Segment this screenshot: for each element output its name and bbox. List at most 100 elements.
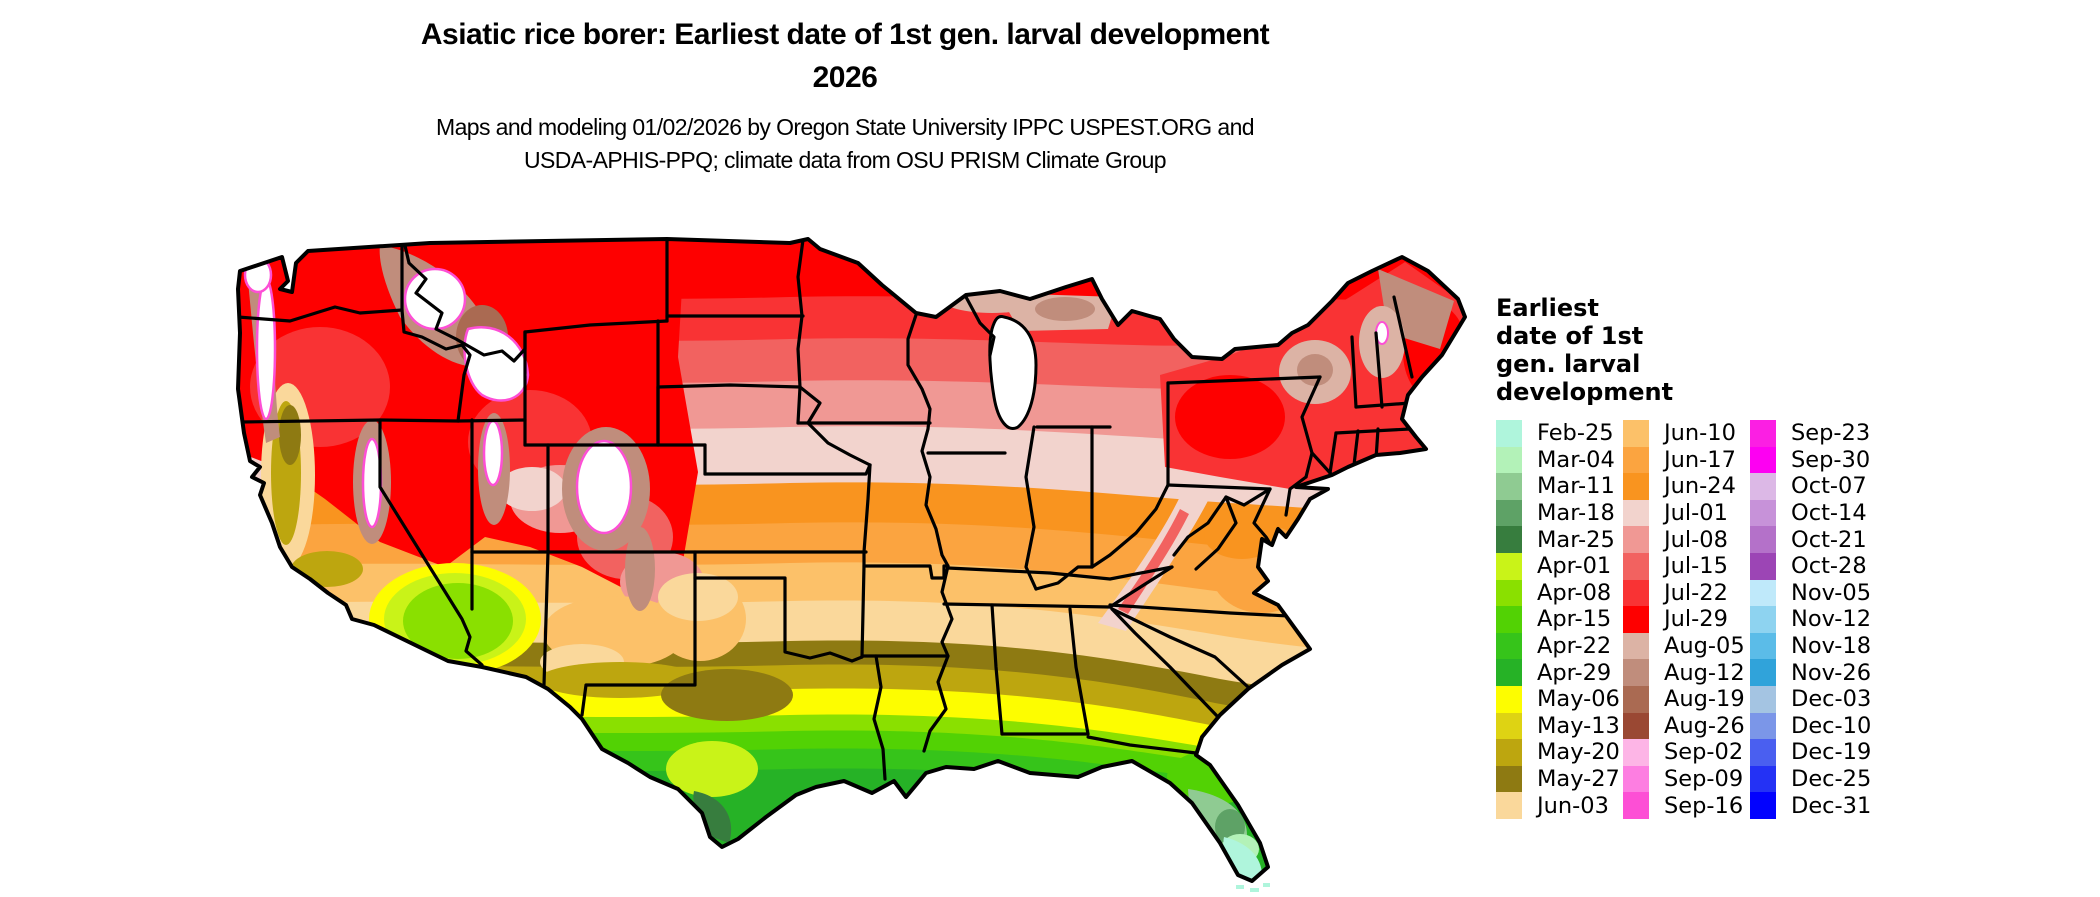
- legend-swatch: [1623, 526, 1649, 553]
- legend-row: Sep-23: [1750, 420, 1871, 447]
- legend-swatch: [1496, 659, 1522, 686]
- legend-row: Apr-22: [1496, 632, 1620, 660]
- legend-row: Jun-24: [1623, 473, 1745, 500]
- legend-swatch: [1750, 712, 1776, 740]
- band-apr29: [238, 768, 1465, 881]
- legend-row: Sep-30: [1750, 446, 1871, 474]
- legend-swatch: [1750, 659, 1776, 686]
- legend-row: Oct-07: [1750, 473, 1871, 500]
- legend-row: Dec-31: [1750, 792, 1871, 819]
- legend-row: May-06: [1496, 685, 1620, 713]
- legend-label: Apr-29: [1537, 659, 1612, 686]
- legend-label: Jul-01: [1664, 500, 1728, 527]
- legend-row: Aug-05: [1623, 632, 1745, 660]
- map-raster-layers: [238, 239, 1465, 881]
- florida-south-mint: [1223, 837, 1262, 881]
- legend-swatch: [1623, 712, 1649, 740]
- legend-row: Jul-01: [1623, 499, 1745, 527]
- legend-label: Mar-18: [1537, 500, 1615, 527]
- map-svg: [236, 237, 1467, 892]
- state-borders: [238, 239, 1414, 781]
- legend-swatch: [1623, 579, 1649, 607]
- legend-swatch: [1496, 446, 1522, 474]
- legend-row: Jul-08: [1623, 526, 1745, 553]
- legend-row: Apr-08: [1496, 579, 1620, 607]
- legend-label: Jun-17: [1664, 446, 1736, 473]
- legend-swatch: [1623, 685, 1649, 713]
- legend-swatch: [1750, 606, 1776, 633]
- legend-row: Feb-25: [1496, 420, 1620, 447]
- legend-swatch: [1623, 499, 1649, 527]
- legend-swatch: [1750, 420, 1776, 447]
- legend-label: Oct-21: [1791, 526, 1867, 553]
- legend-row: Sep-09: [1623, 765, 1745, 793]
- legend-title-line: gen. larval: [1496, 350, 1641, 378]
- subtitle-line-1: Maps and modeling 01/02/2026 by Oregon S…: [436, 114, 1255, 140]
- legend-row: Apr-15: [1496, 606, 1620, 633]
- sierra-snow-white: [361, 437, 383, 529]
- lake-michigan: [988, 315, 1038, 430]
- legend-swatch: [1750, 446, 1776, 474]
- legend-swatch: [1623, 632, 1649, 660]
- legend-row: Jul-15: [1623, 552, 1745, 580]
- legend-label: Feb-25: [1537, 420, 1614, 447]
- legend-label: Jul-22: [1664, 579, 1728, 606]
- legend-label: Nov-18: [1791, 633, 1872, 660]
- map-title: Asiatic rice borer: Earliest date of 1st…: [420, 18, 1270, 51]
- legend-swatch: [1623, 739, 1649, 766]
- legend-swatch: [1750, 739, 1776, 766]
- legend-label: Apr-08: [1537, 579, 1612, 606]
- legend-row: Oct-28: [1750, 552, 1871, 580]
- us-choropleth-map: [230, 237, 1470, 892]
- legend-row: May-13: [1496, 712, 1620, 740]
- legend-label: Jun-10: [1664, 420, 1736, 447]
- legend-row: Nov-12: [1750, 606, 1871, 633]
- map-title-year: 2026: [812, 61, 878, 94]
- legend-label: Apr-22: [1537, 633, 1612, 660]
- legend-row: Dec-10: [1750, 712, 1871, 740]
- legend-row: Apr-01: [1496, 552, 1620, 580]
- legend-swatch: [1496, 526, 1522, 553]
- bitterroot-snow-white: [403, 267, 467, 331]
- legend-label: Aug-12: [1664, 659, 1745, 686]
- legend-label: Aug-26: [1664, 712, 1745, 739]
- legend-swatch: [1496, 765, 1522, 793]
- legend-row: Mar-18: [1496, 499, 1620, 527]
- legend-swatch: [1750, 552, 1776, 580]
- ny-red-patch: [1175, 375, 1285, 459]
- legend-label: May-20: [1537, 739, 1620, 766]
- legend-label: Jun-03: [1537, 792, 1609, 819]
- upper-michigan-dark: [1035, 297, 1095, 321]
- legend-label: Jun-24: [1664, 473, 1736, 500]
- legend-swatch: [1750, 792, 1776, 819]
- us-outline: [236, 237, 1467, 883]
- legend-swatch: [1496, 499, 1522, 527]
- legend-label: Sep-16: [1664, 792, 1744, 819]
- legend-label: Apr-01: [1537, 553, 1612, 580]
- legend-row: Mar-25: [1496, 526, 1620, 553]
- s-texas-darkgreen-tip: [693, 791, 732, 843]
- legend-row: Sep-02: [1623, 739, 1745, 766]
- legend-row: May-27: [1496, 765, 1620, 793]
- legend-label: May-27: [1537, 766, 1620, 793]
- title-block: Asiatic rice borer: Earliest date of 1st…: [0, 18, 1690, 177]
- legend-row: Mar-04: [1496, 446, 1620, 474]
- legend-swatch: [1496, 739, 1522, 766]
- legend-swatch: [1496, 420, 1522, 447]
- legend-swatch: [1623, 792, 1649, 819]
- legend-label: Mar-25: [1537, 526, 1615, 553]
- legend-swatch: [1750, 579, 1776, 607]
- legend-swatch: [1750, 632, 1776, 660]
- cascades-snow-white: [255, 277, 277, 421]
- legend-swatch: [1496, 579, 1522, 607]
- legend-row: Nov-26: [1750, 659, 1871, 686]
- desert-green-core: [403, 583, 513, 659]
- legend-row: May-20: [1496, 739, 1620, 766]
- legend-row: Oct-21: [1750, 526, 1871, 553]
- legend-swatch: [1623, 606, 1649, 633]
- legend-title: Earliest date of 1st gen. larval developmen…: [1496, 294, 1916, 406]
- legend-row: Dec-25: [1750, 765, 1871, 793]
- adirondacks-dark: [1297, 354, 1333, 386]
- legend-label: Dec-31: [1791, 792, 1872, 819]
- ca-south-hills-olive: [291, 551, 363, 587]
